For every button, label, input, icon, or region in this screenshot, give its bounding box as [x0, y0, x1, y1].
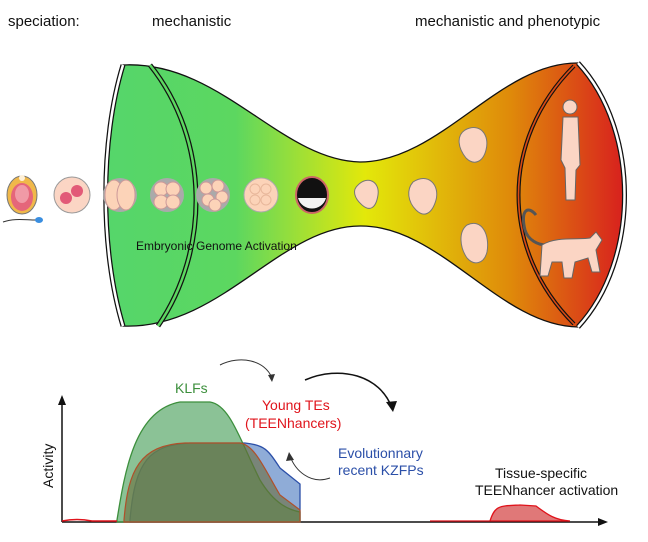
blastocyst-icon [295, 176, 329, 214]
teenhancers-label: (TEENhancers) [245, 415, 341, 431]
activity-plot: Activity KLFs Young TEs (TEENhancers) Ev… [40, 359, 618, 526]
curved-arrow-1 [219, 359, 273, 379]
mechanistic-label: mechanistic [152, 13, 232, 30]
curved-arrow-3 [289, 455, 331, 481]
embryo-icon [408, 177, 438, 215]
young-tes-label: Young TEs [262, 397, 330, 413]
klfs-label: KLFs [175, 380, 208, 396]
kzfps-label-line2: recent KZFPs [338, 462, 424, 478]
y-axis-arrow [58, 395, 66, 405]
young-te-baseline [61, 518, 117, 522]
early-embryo-icon [354, 179, 379, 209]
curved-arrow-2 [304, 372, 393, 409]
embryonic-genome-activation-label: Embryonic Genome Activation [136, 239, 297, 253]
tissue-specific-label-line1: Tissue-specific [495, 465, 587, 481]
sperm-icon [2, 217, 43, 223]
morula-icon [243, 177, 279, 213]
oocyte-icon [6, 175, 38, 215]
zygote-icon [53, 176, 91, 214]
mechanistic-phenotypic-label: mechanistic and phenotypic [415, 13, 601, 30]
tissue-specific-label-line2: TEENhancer activation [475, 482, 618, 498]
speciation-label: speciation: [8, 13, 80, 30]
human-icon [560, 99, 581, 201]
tissue-specific-te-curve [430, 504, 571, 522]
kzfps-label-line1: Evolutionnary [338, 445, 423, 461]
y-axis-label: Activity [40, 444, 56, 488]
two-cell-embryo-icon [103, 178, 137, 212]
young-te-curve [123, 442, 301, 523]
fetus-monkey-icon [460, 222, 489, 264]
fetus-human-icon [458, 127, 488, 163]
eight-cell-embryo-icon [196, 178, 230, 212]
monkey-icon [521, 208, 603, 279]
x-axis-arrow [598, 518, 608, 526]
four-cell-embryo-icon [150, 178, 184, 212]
